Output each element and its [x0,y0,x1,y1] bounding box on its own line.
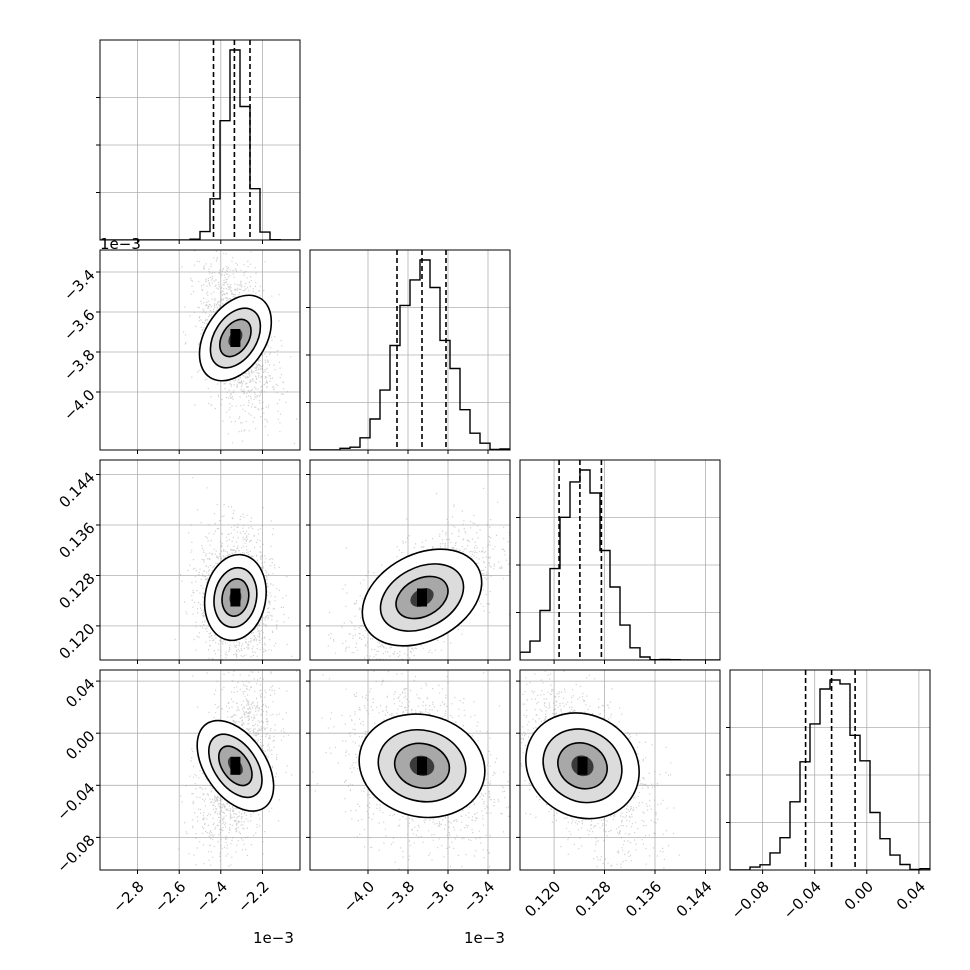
hist-panel-4 [726,669,931,874]
y-tick-label: −4.0 [60,386,98,424]
x-tick-label: −0.04 [780,878,825,923]
panel-frame [99,249,301,451]
panel-frame [729,669,931,871]
x-tick-label: 0.144 [673,878,716,921]
panel-frame [309,669,511,871]
x-tick-label: 0.120 [521,878,564,921]
scatter-panel-4-2 [306,669,511,874]
density-peak [230,329,241,347]
x-tick-label: 0.136 [622,878,665,921]
x-tick-label: −2.8 [109,878,147,916]
y-tick-label: 0.04 [62,675,98,711]
x-tick-label: −2.2 [234,878,272,916]
y-tick-label: 0.128 [55,569,98,612]
offset-text-x1: 1e−3 [253,929,294,947]
panel-frame [519,459,721,661]
x-tick-label: −3.4 [460,878,498,916]
y-tick-label: −3.6 [60,306,98,344]
panel-frame [99,669,301,871]
scatter-panel-3-1 [96,459,301,664]
histogram-series [310,259,510,450]
hist-panel-2 [306,249,511,454]
offset-text-x2: 1e−3 [464,929,505,947]
x-tick-label: 0.128 [572,878,615,921]
y-tick-label: −3.4 [60,266,98,304]
x-tick-label: 0.04 [893,878,929,914]
panel-frame [519,669,721,871]
x-tick-label: −3.6 [420,878,458,916]
x-tick-label: −2.6 [151,878,189,916]
panel-frame [99,39,301,241]
density-peak [417,588,427,607]
panel-frame [99,459,301,661]
y-tick-label: 0.136 [55,519,98,562]
y-tick-label: −0.04 [53,779,98,824]
x-tick-label: 0.00 [841,878,877,914]
offset-text-y: 1e−3 [100,235,141,253]
density-peak [230,588,241,607]
scatter-panel-3-2 [306,459,511,664]
x-tick-label: −3.8 [380,878,418,916]
hist-panel-1 [96,39,301,244]
x-tick-label: −2.4 [193,878,231,916]
y-tick-label: −3.8 [60,346,98,384]
x-tick-label: −0.08 [728,878,773,923]
y-tick-label: 0.00 [62,727,98,763]
density-peak [577,756,588,775]
density-peak [230,756,241,775]
panel-frame [309,249,511,451]
y-tick-label: −0.08 [53,831,98,876]
y-tick-label: 0.144 [55,468,98,511]
y-tick-label: 0.120 [55,620,98,663]
sample-points [312,670,510,870]
scatter-panel-4-1 [96,669,301,874]
histogram-series [100,49,300,240]
density-peak [417,756,427,775]
histogram-series [730,679,930,870]
x-tick-label: −4.0 [340,878,378,916]
hist-panel-3 [516,459,721,664]
scatter-panel-2-1 [96,249,301,454]
scatter-panel-4-3 [516,669,721,874]
panel-frame [309,459,511,661]
